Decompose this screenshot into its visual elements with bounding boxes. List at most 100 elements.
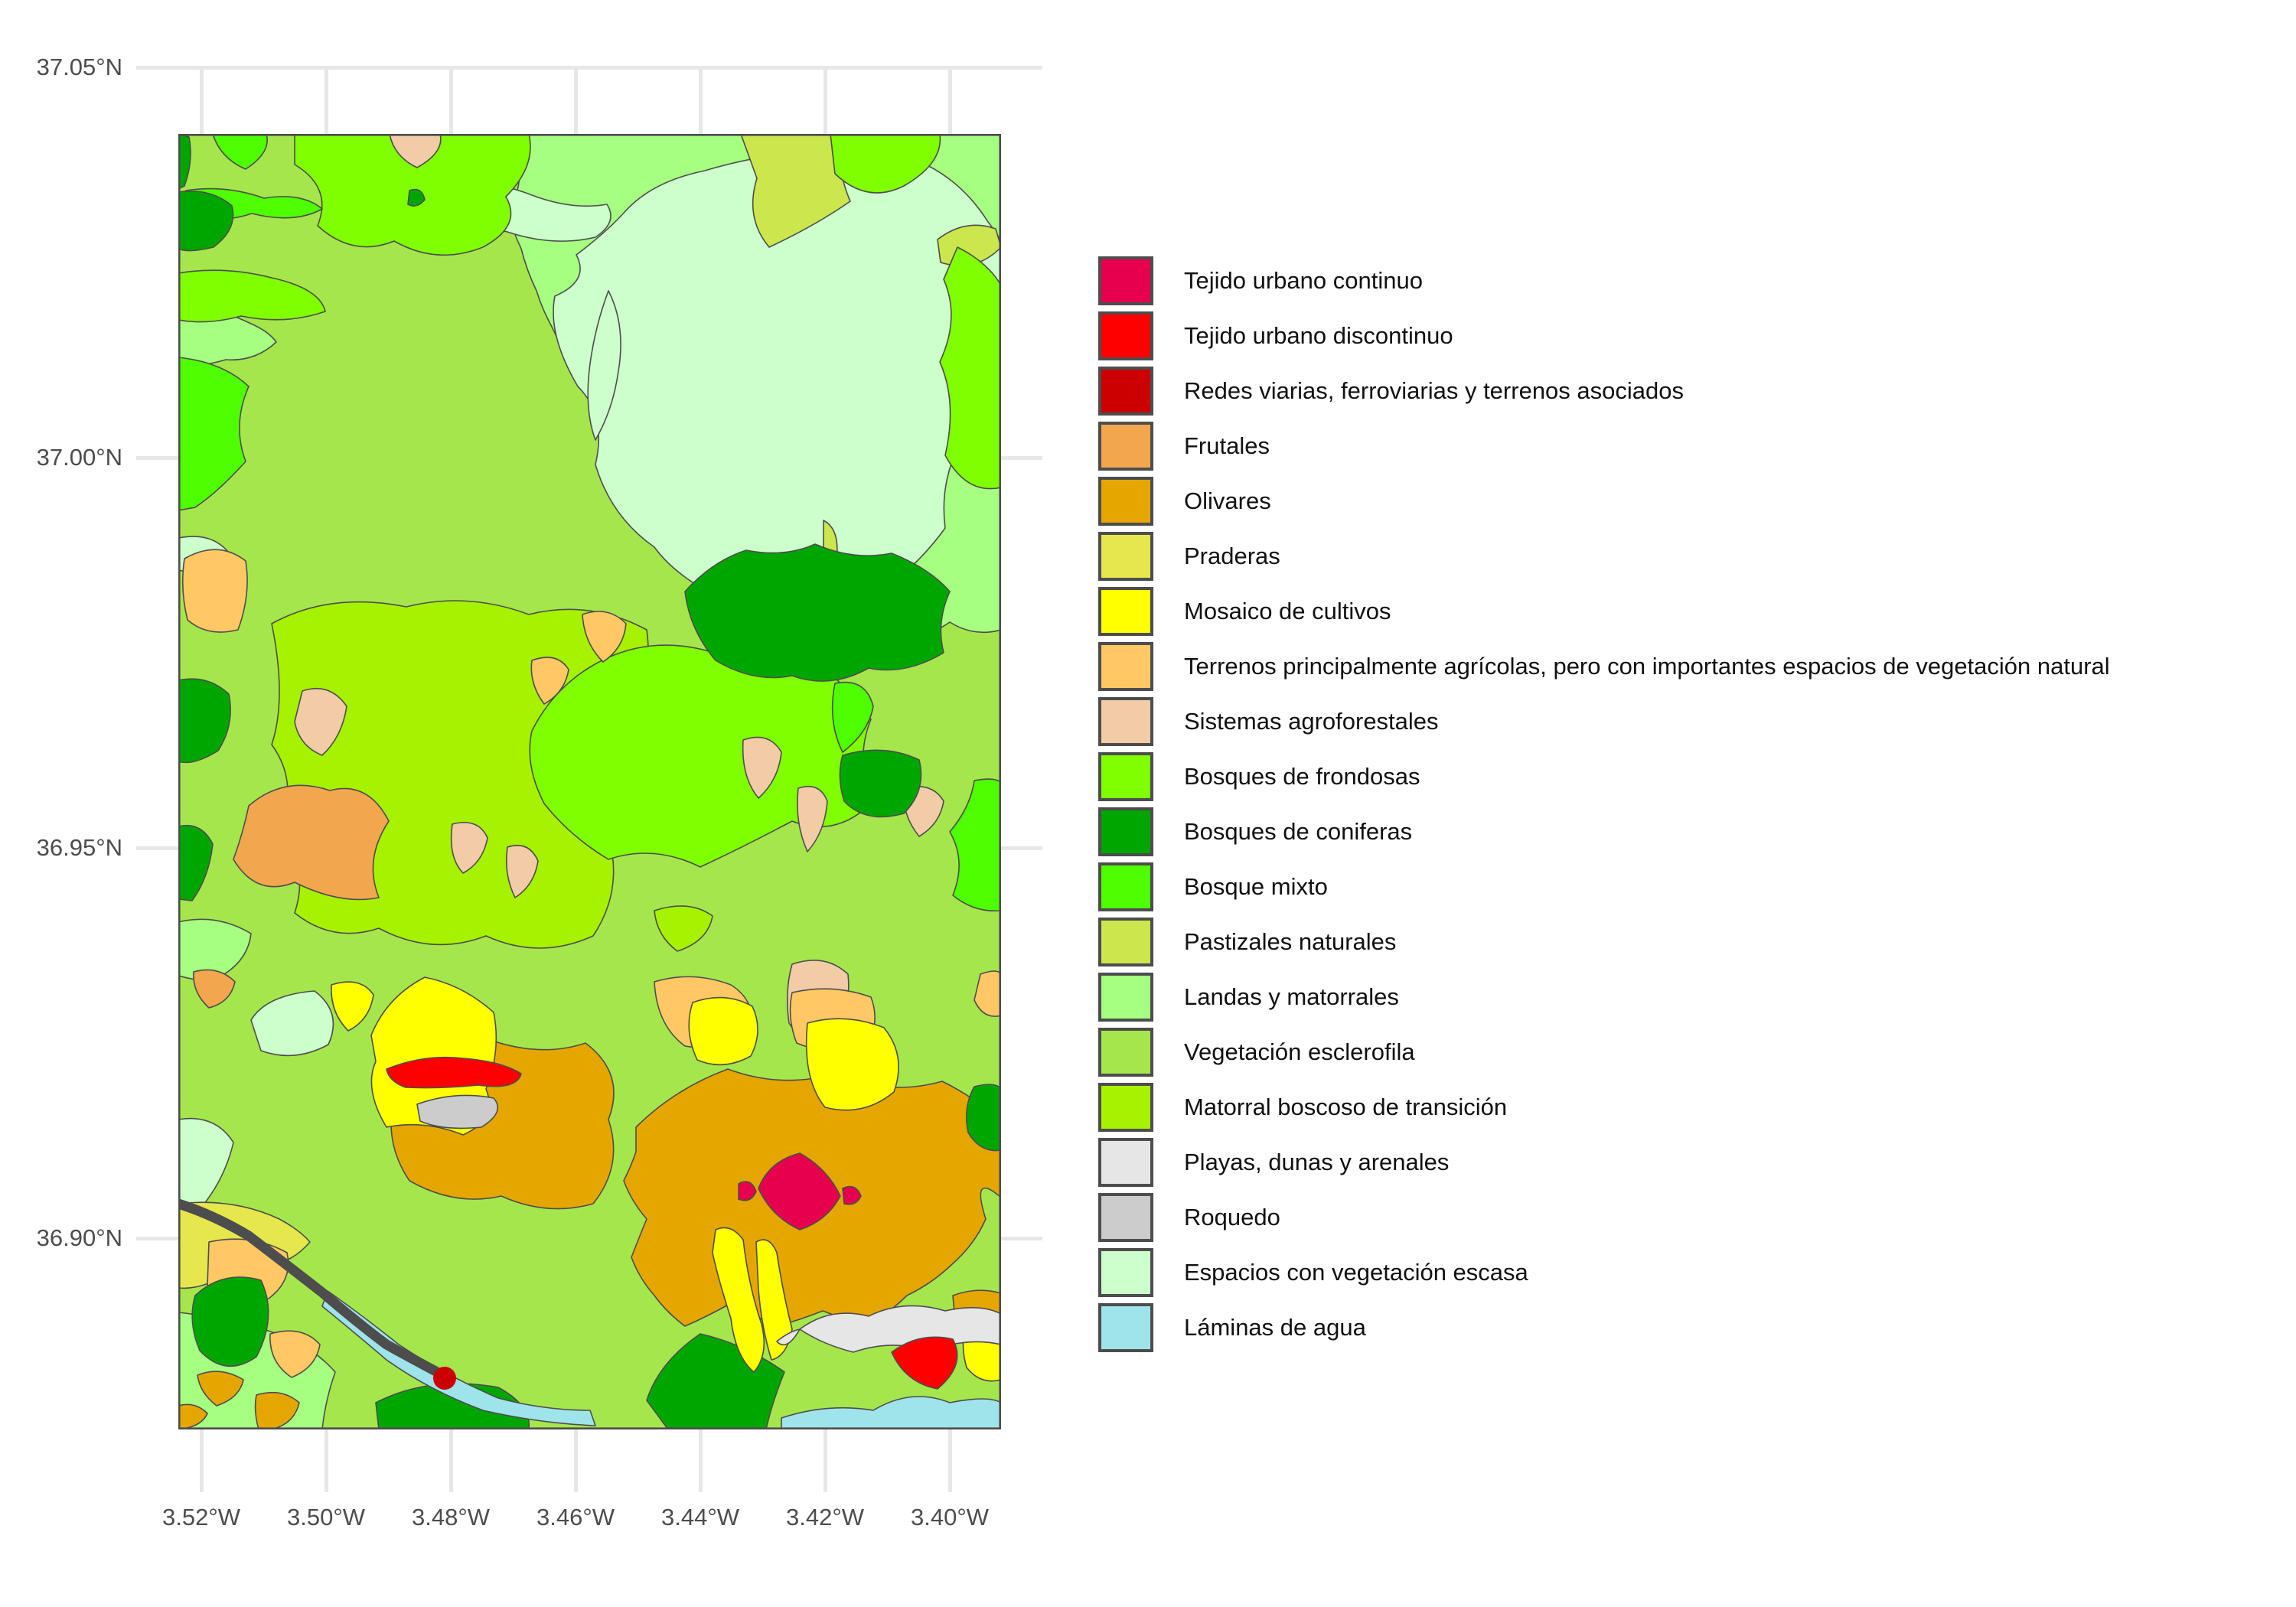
region-urbano-cont-sat1 (738, 1181, 757, 1201)
region-coniferas-w2 (178, 825, 214, 901)
region-mixto-wband (178, 357, 249, 511)
legend-label-olivares: Olivares (1184, 487, 1271, 514)
region-mosaico-finger1 (712, 1227, 765, 1373)
region-urbano-disc-se (891, 1336, 958, 1390)
legend-label-bosque-mixto: Bosque mixto (1184, 873, 1328, 900)
legend-swatch-tejido-urbano-discontinuo (1098, 311, 1153, 360)
region-redes-viarias-end (433, 1367, 456, 1390)
legend-swatch-bosques-de-frondosas (1098, 752, 1153, 801)
region-terrenos-w (181, 549, 248, 633)
legend-item-landas-y-matorrales: Landas y matorrales (1098, 973, 2110, 1022)
region-mixto-eband (949, 778, 1001, 912)
region-frondosas-ne (830, 134, 941, 194)
legend-item-tejido-urbano-discontinuo: Tejido urbano discontinuo (1098, 311, 2110, 360)
region-coniferas-sw (191, 1276, 269, 1367)
y-tick-36-95n: 36.95°N (36, 834, 122, 861)
legend-label-mosaico-de-cultivos: Mosaico de cultivos (1184, 598, 1391, 624)
legend-item-sistemas-agroforestales: Sistemas agroforestales (1098, 697, 2110, 746)
legend-item-praderas: Praderas (1098, 532, 2110, 581)
legend-item-terrenos-agricolas-vegetacion-natural: Terrenos principalmente agrícolas, pero … (1098, 642, 2110, 691)
gridline-h-37-05n (136, 66, 1042, 70)
legend-swatch-praderas (1098, 532, 1153, 581)
region-mosaico-c1 (688, 996, 758, 1066)
region-mosaico-w (331, 981, 374, 1032)
legend-swatch-frutales (1098, 422, 1153, 471)
legend-label-redes-viarias: Redes viarias, ferroviarias y terrenos a… (1184, 377, 1684, 404)
region-landas-w (178, 918, 252, 983)
legend-swatch-sistemas-agroforestales (1098, 697, 1153, 746)
legend-label-tejido-urbano-discontinuo: Tejido urbano discontinuo (1184, 322, 1453, 349)
map-frame (178, 134, 1001, 1429)
region-coniferas-big (684, 543, 951, 682)
legend-item-roquedo: Roquedo (1098, 1193, 2110, 1242)
x-tick-3-48w: 3.48°W (412, 1504, 490, 1530)
legend-item-tejido-urbano-continuo: Tejido urbano continuo (1098, 256, 2110, 305)
legend-label-landas-y-matorrales: Landas y matorrales (1184, 983, 1399, 1010)
legend-label-frutales: Frutales (1184, 432, 1270, 459)
legend-item-mosaico-de-cultivos: Mosaico de cultivos (1098, 587, 2110, 636)
legend-label-vegetacion-esclerofila: Vegetación esclerofila (1184, 1038, 1415, 1065)
legend-label-bosques-de-frondosas: Bosques de frondosas (1184, 763, 1420, 790)
legend-label-playas-dunas-y-arenales: Playas, dunas y arenales (1184, 1149, 1450, 1175)
x-tick-3-50w: 3.50°W (287, 1504, 365, 1530)
region-agua-sur (781, 1396, 1001, 1429)
y-tick-37-00n: 37.00°N (36, 444, 122, 471)
region-frondosas-e (939, 246, 1001, 490)
legend-swatch-vegetacion-esclerofila (1098, 1028, 1153, 1077)
legend-swatch-playas-dunas-y-arenales (1098, 1138, 1153, 1187)
land-cover-map (178, 134, 1001, 1429)
y-tick-36-90n: 36.90°N (36, 1224, 122, 1251)
legend-swatch-tejido-urbano-continuo (1098, 256, 1153, 305)
y-tick-37-05n: 37.05°N (36, 54, 122, 80)
region-escasa-w2 (178, 1117, 234, 1210)
legend-swatch-espacios-con-vegetacion-escasa (1098, 1248, 1153, 1297)
region-urbano-disc-crescent (386, 1056, 522, 1089)
region-terrenos-c1 (582, 611, 627, 663)
legend-label-matorral-boscoso-de-transicion: Matorral boscoso de transición (1184, 1094, 1508, 1120)
legend-label-terrenos-agricolas-vegetacion-natural: Terrenos principalmente agrícolas, pero … (1184, 653, 2110, 680)
legend-swatch-olivares (1098, 477, 1153, 526)
region-frutales-cluster (233, 784, 390, 901)
region-mosaico-finger2 (755, 1239, 793, 1361)
legend-label-sistemas-agroforestales: Sistemas agroforestales (1184, 708, 1439, 735)
legend-label-espacios-con-vegetacion-escasa: Espacios con vegetación escasa (1184, 1259, 1528, 1286)
legend-swatch-bosques-de-coniferas (1098, 807, 1153, 856)
region-tan-4 (742, 736, 782, 799)
legend-swatch-terrenos-agricolas-vegetacion-natural (1098, 642, 1153, 691)
legend-swatch-landas-y-matorrales (1098, 973, 1153, 1022)
region-coniferas-c2 (839, 749, 922, 818)
legend-item-playas-dunas-y-arenales: Playas, dunas y arenales (1098, 1138, 2110, 1187)
x-tick-3-52w: 3.52°W (162, 1504, 240, 1530)
region-escasa-c (250, 990, 334, 1057)
region-coniferas-nw2 (178, 191, 234, 252)
region-escasa-sliver (587, 290, 621, 441)
region-tan-5 (797, 785, 828, 852)
legend-swatch-mosaico-de-cultivos (1098, 587, 1153, 636)
legend-swatch-pastizales-naturales (1098, 918, 1153, 966)
legend-item-vegetacion-esclerofila: Vegetación esclerofila (1098, 1028, 2110, 1077)
region-roquedo (416, 1094, 499, 1129)
legend-item-bosques-de-frondosas: Bosques de frondosas (1098, 752, 2110, 801)
region-tan-2 (450, 821, 488, 874)
region-mixto-under-conif (831, 681, 874, 753)
legend-item-pastizales-naturales: Pastizales naturales (1098, 918, 2110, 966)
x-tick-3-46w: 3.46°W (536, 1504, 615, 1530)
region-coniferas-nw1 (178, 134, 191, 190)
region-coniferas-w1 (178, 678, 231, 764)
x-tick-3-42w: 3.42°W (786, 1504, 864, 1530)
region-tan-1 (294, 688, 347, 756)
region-mixto-nw (212, 134, 268, 170)
legend-label-bosques-de-coniferas: Bosques de coniferas (1184, 818, 1413, 845)
legend-item-matorral-boscoso-de-transicion: Matorral boscoso de transición (1098, 1083, 2110, 1132)
region-frutales-small (193, 969, 236, 1009)
region-coniferas-e (966, 1084, 1001, 1152)
legend-swatch-redes-viarias (1098, 367, 1153, 416)
region-mosaico-c2 (805, 1018, 899, 1111)
region-coniferas-dot (407, 188, 426, 207)
region-olivares-sw2 (254, 1391, 300, 1429)
legend-label-tejido-urbano-continuo: Tejido urbano continuo (1184, 267, 1423, 294)
region-tan-3 (505, 844, 539, 898)
region-olivares-sw1 (197, 1371, 244, 1407)
region-terrenos-c2 (530, 657, 569, 705)
